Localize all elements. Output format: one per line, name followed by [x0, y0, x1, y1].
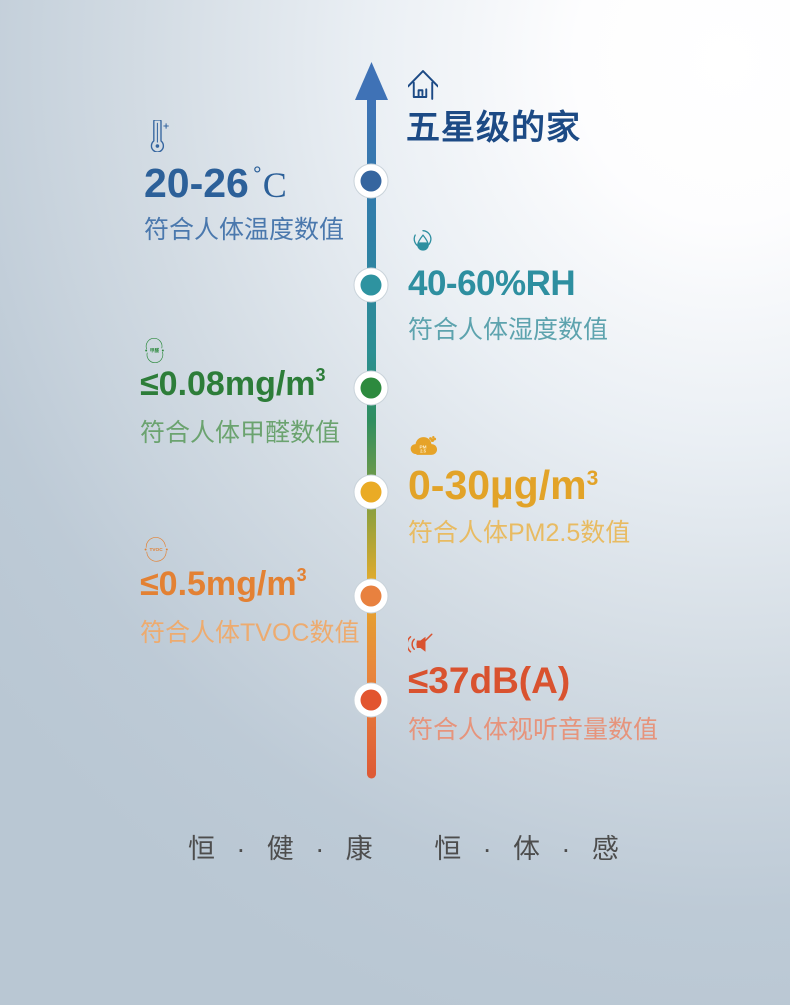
svg-text:TVOC: TVOC	[150, 547, 164, 553]
svg-text:2.5: 2.5	[420, 449, 426, 454]
svg-text:甲醛: 甲醛	[150, 347, 160, 354]
